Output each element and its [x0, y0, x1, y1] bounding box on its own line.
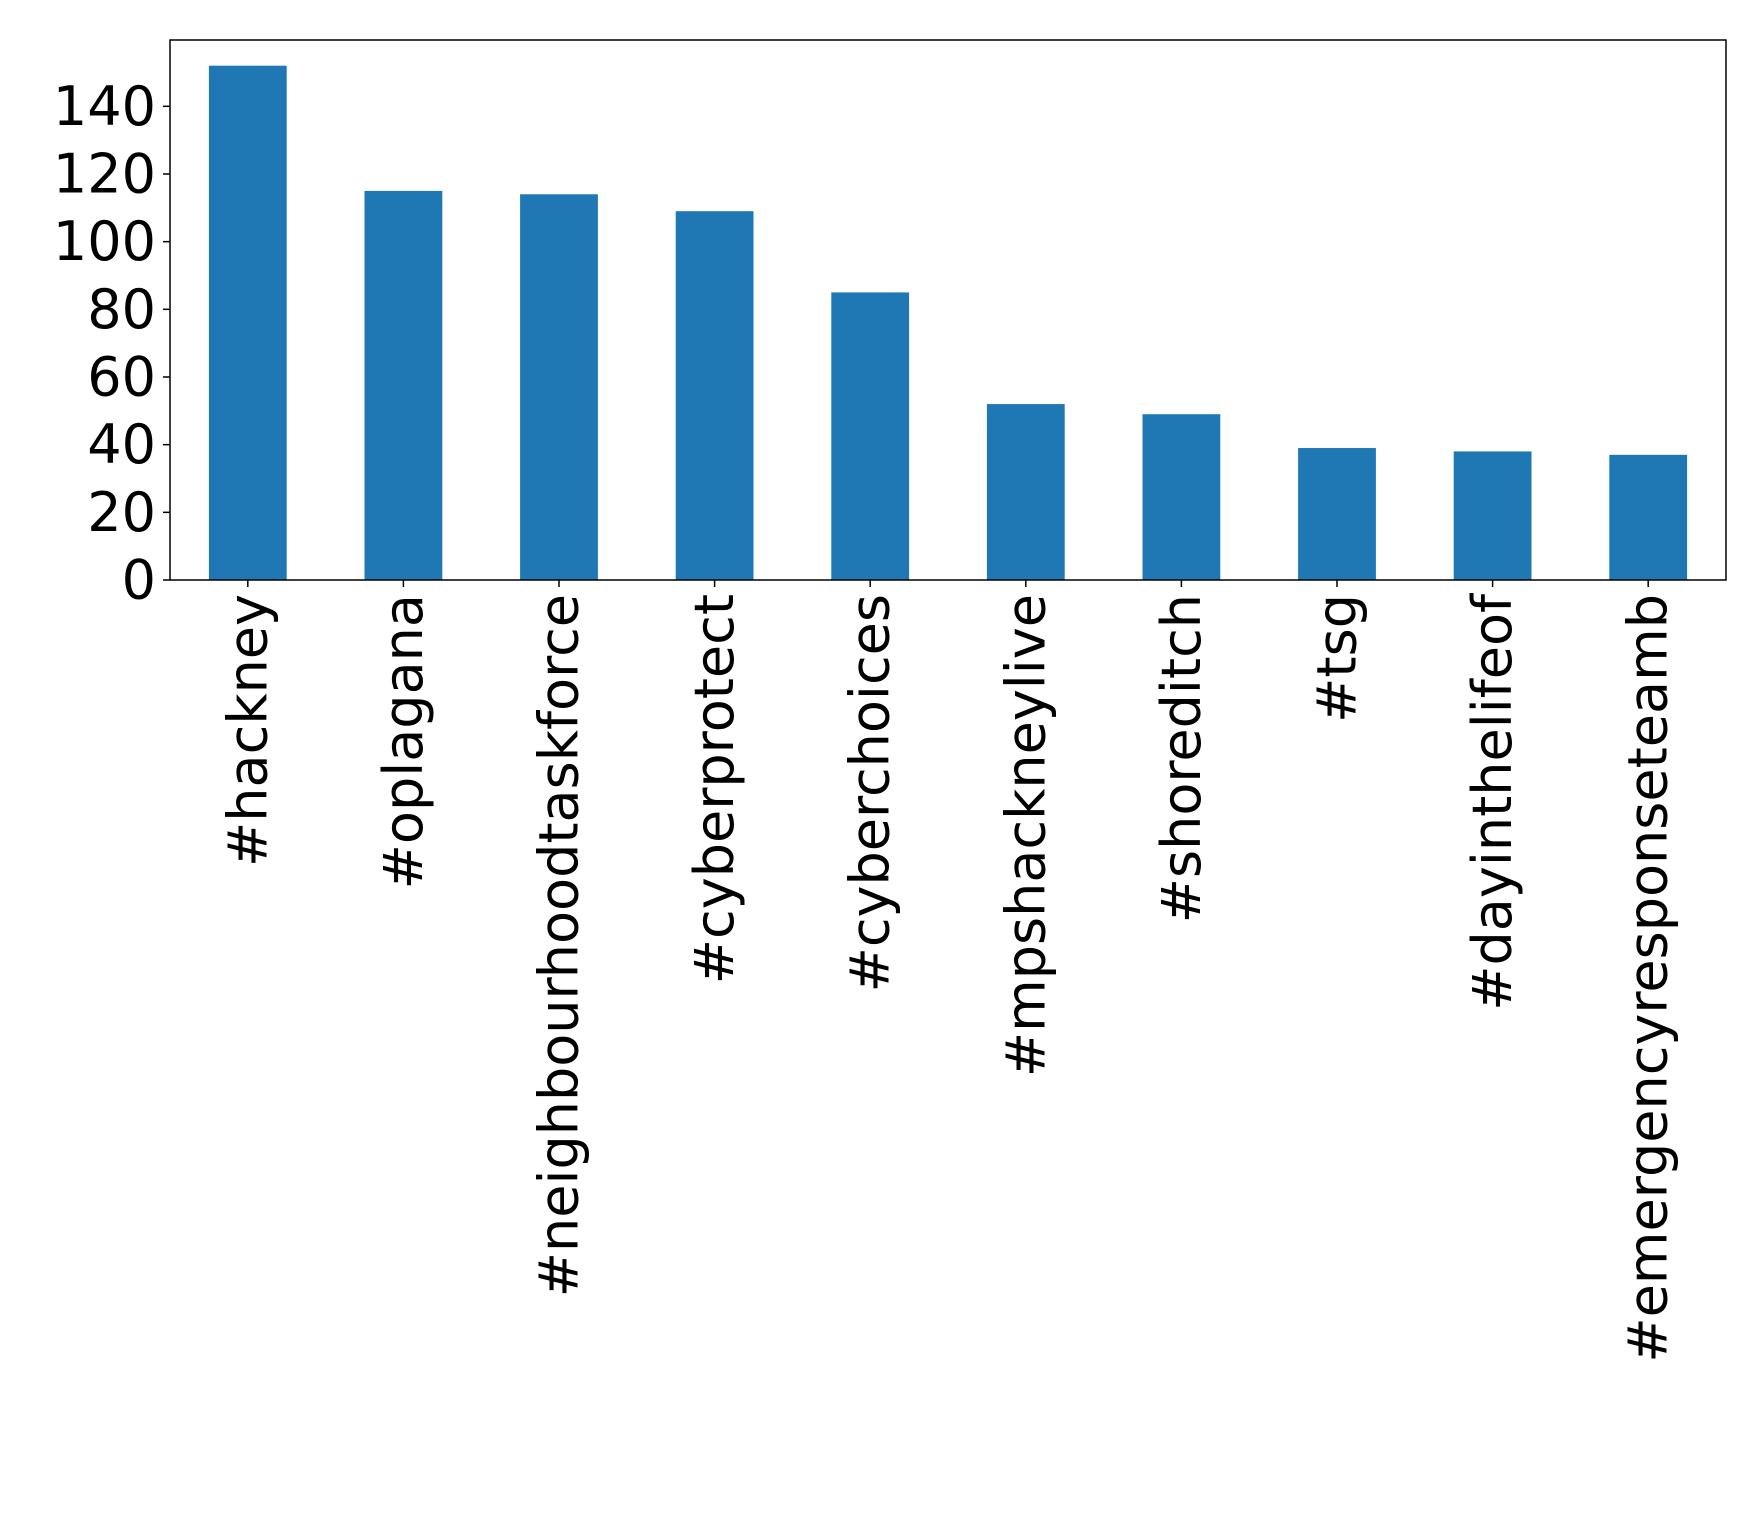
y-tick-label: 60: [87, 345, 156, 408]
x-tick-label: #cyberchoices: [839, 594, 902, 992]
bar: [986, 404, 1065, 580]
bar: [831, 292, 910, 580]
bar: [1142, 414, 1221, 580]
x-tick-label: #hackney: [216, 594, 279, 867]
bars-group: [208, 65, 1688, 581]
x-tick-label: #tsg: [1306, 594, 1369, 723]
y-tick-label: 20: [87, 481, 156, 544]
x-tick-label: #cyberprotect: [683, 594, 746, 984]
bar: [208, 65, 287, 580]
bar: [1298, 448, 1376, 580]
x-tick-label: #emergencyresponseteamb: [1617, 594, 1680, 1363]
x-tick-label: #oplagana: [372, 594, 435, 889]
y-tick-label: 0: [122, 549, 156, 612]
x-tick-label: #neighbourhoodtaskforce: [528, 594, 591, 1297]
bar: [364, 190, 443, 580]
x-axis: #hackney #oplagana #neighbourhoodtaskforce…: [216, 580, 1680, 1363]
y-tick-label: 140: [53, 75, 156, 138]
bar: [675, 211, 754, 580]
x-tick-label: #dayinthelifeof: [1461, 592, 1524, 1011]
y-tick-label: 120: [53, 142, 156, 205]
y-tick-label: 100: [53, 210, 156, 273]
y-tick-label: 40: [87, 413, 156, 476]
bar: [520, 194, 598, 581]
x-tick-label: #shoreditch: [1150, 594, 1213, 923]
plot-frame: [169, 39, 1727, 581]
bar: [1453, 451, 1532, 580]
y-tick-label: 80: [87, 278, 156, 341]
bar: [1609, 454, 1688, 580]
x-tick-label: #mpshackneylive: [994, 594, 1057, 1077]
